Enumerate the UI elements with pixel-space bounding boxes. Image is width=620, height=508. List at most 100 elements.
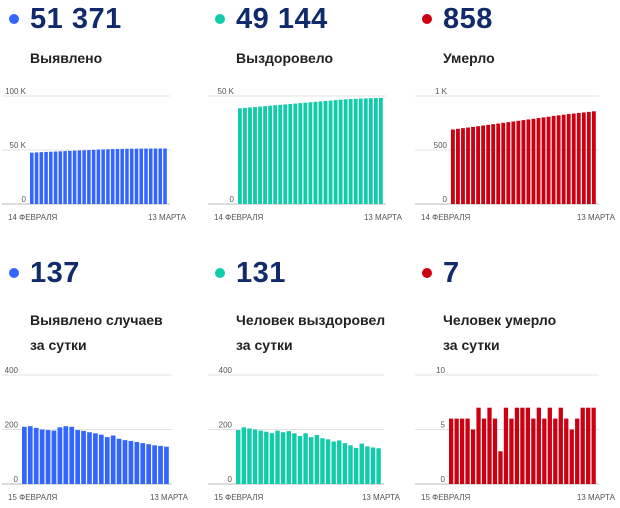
bar <box>44 151 48 204</box>
bar <box>481 418 487 484</box>
bar <box>525 407 531 484</box>
bar <box>325 439 331 484</box>
stat-label-line: Умерло <box>443 50 495 66</box>
y-tick-label: 0 <box>22 195 27 204</box>
bar <box>39 429 45 484</box>
bar <box>320 438 325 484</box>
bar <box>30 152 34 204</box>
bar <box>586 407 591 484</box>
stat-panel-3: 858 Умерло 0 500 1 K 14 ФЕВРАЛЯ 13 МАРТА <box>413 0 619 254</box>
bar <box>280 432 286 484</box>
bar <box>365 446 370 484</box>
bar <box>476 126 480 204</box>
stat-label: Выявлено <box>30 46 102 71</box>
stat-label: Выявлено случаев за сутки <box>30 308 163 358</box>
bar <box>63 151 67 204</box>
bar <box>461 128 465 204</box>
bar <box>564 418 569 484</box>
bar <box>313 101 318 204</box>
x-tick-label-end: 13 МАРТА <box>362 493 401 502</box>
stat-value: 858 <box>443 3 493 35</box>
bar <box>87 150 91 204</box>
stat-label: Человек выздоровел за сутки <box>236 308 385 358</box>
bar <box>106 149 110 204</box>
x-tick-label-start: 15 ФЕВРАЛЯ <box>8 493 57 502</box>
bar <box>586 111 591 204</box>
bar <box>363 98 368 204</box>
bar <box>308 102 313 204</box>
bar <box>466 127 470 204</box>
bar <box>120 148 124 204</box>
stat-label: Выздоровело <box>236 46 333 71</box>
bar <box>331 441 336 484</box>
bar <box>39 152 44 204</box>
bar <box>122 440 128 484</box>
bar <box>27 426 33 484</box>
bar <box>101 149 105 204</box>
bar <box>134 442 140 484</box>
y-tick-label: 500 <box>434 141 448 150</box>
bar <box>303 102 308 204</box>
bar <box>451 129 455 204</box>
x-tick-label-end: 13 МАРТА <box>577 213 616 222</box>
bar <box>128 440 134 484</box>
stat-label-line: Человек умерло <box>443 312 557 328</box>
bar <box>263 106 267 204</box>
stat-dot-icon <box>215 268 225 278</box>
bar-chart: 0 200 400 15 ФЕВРАЛЯ 13 МАРТА <box>208 366 401 502</box>
bar-chart: 0 50 K 14 ФЕВРАЛЯ 13 МАРТА <box>208 87 403 222</box>
bar <box>163 148 167 204</box>
bar <box>470 429 476 484</box>
stat-label-line: за сутки <box>30 337 87 353</box>
bar <box>87 432 92 484</box>
y-tick-label: 0 <box>443 195 448 204</box>
bar <box>487 407 492 484</box>
bar <box>72 150 77 204</box>
bar <box>353 448 359 484</box>
bar <box>75 430 80 484</box>
bar <box>82 150 86 204</box>
bar <box>115 149 120 204</box>
bar <box>348 445 353 484</box>
bar <box>459 418 465 484</box>
x-tick-label-end: 13 МАРТА <box>577 493 616 502</box>
bar <box>34 152 39 204</box>
stat-dot-icon <box>215 14 225 24</box>
bar <box>503 407 509 484</box>
bar <box>338 99 343 204</box>
bar <box>328 100 333 204</box>
x-tick-label-start: 14 ФЕВРАЛЯ <box>421 213 470 222</box>
bar <box>49 151 53 204</box>
bar <box>69 426 75 484</box>
bar <box>476 407 481 484</box>
bar-chart: 0 500 1 K 14 ФЕВРАЛЯ 13 МАРТА <box>415 87 616 222</box>
bar <box>520 407 525 484</box>
bar-chart: 0 50 K 100 K 14 ФЕВРАЛЯ 13 МАРТА <box>2 87 187 222</box>
bar <box>116 438 122 484</box>
stat-label-line: Человек выздоровел <box>236 312 386 328</box>
bar <box>53 151 58 204</box>
bar <box>275 430 280 484</box>
bar <box>139 148 144 204</box>
bar <box>158 148 163 204</box>
bar <box>536 407 541 484</box>
bar <box>492 418 498 484</box>
x-tick-label-end: 13 МАРТА <box>150 493 189 502</box>
bar <box>591 407 596 484</box>
bar <box>158 445 163 484</box>
bar <box>238 108 242 204</box>
stat-panel-4: 137 Выявлено случаев за сутки 0 200 400 15 ФЕВ… <box>0 254 206 508</box>
bar <box>51 430 57 484</box>
stat-dot-icon <box>422 268 432 278</box>
stat-dot-icon <box>9 268 19 278</box>
x-tick-label-start: 14 ФЕВРАЛЯ <box>8 213 57 222</box>
stat-panel-2: 49 144 Выздоровело 0 50 K 14 ФЕВРАЛЯ 13 МАРТА <box>206 0 412 254</box>
stat-panel-1: 51 371 Выявлено 0 50 K 100 K 14 ФЕВРАЛЯ 13 МАР… <box>0 0 206 254</box>
bar <box>376 448 381 484</box>
stat-panel-6: 7 Человек умерло за сутки 0 5 10 15 ФЕВРАЛЯ 13 … <box>413 254 619 508</box>
y-tick-label: 0 <box>14 475 19 484</box>
bar <box>264 431 269 484</box>
bar <box>96 149 101 204</box>
bar <box>558 407 563 484</box>
